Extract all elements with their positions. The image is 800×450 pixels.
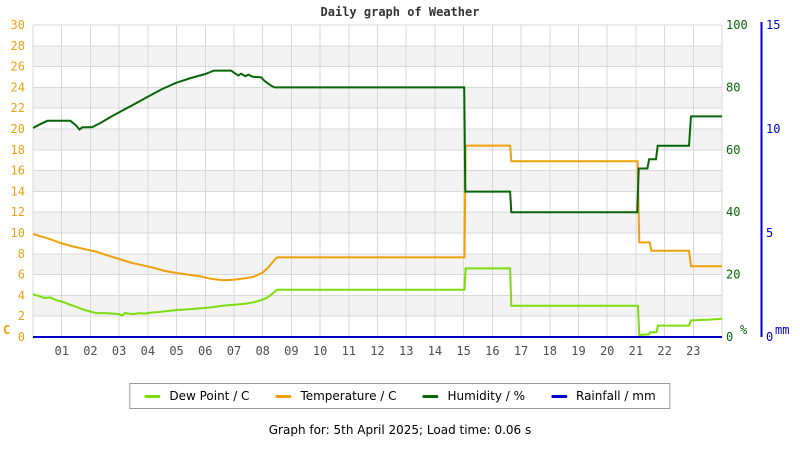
svg-text:4: 4 bbox=[18, 288, 25, 302]
svg-text:14: 14 bbox=[428, 344, 442, 358]
svg-text:11: 11 bbox=[342, 344, 356, 358]
legend-label: Humidity / % bbox=[447, 389, 525, 403]
svg-text:18: 18 bbox=[543, 344, 557, 358]
svg-text:6: 6 bbox=[18, 268, 25, 282]
svg-text:18: 18 bbox=[11, 143, 25, 157]
svg-text:07: 07 bbox=[227, 344, 241, 358]
svg-text:40: 40 bbox=[726, 205, 740, 219]
svg-text:8: 8 bbox=[18, 247, 25, 261]
right-axis-unit-label: % bbox=[740, 323, 748, 337]
svg-text:19: 19 bbox=[571, 344, 585, 358]
svg-text:20: 20 bbox=[11, 122, 25, 136]
svg-text:80: 80 bbox=[726, 80, 740, 94]
svg-text:22: 22 bbox=[11, 101, 25, 115]
legend-label: Dew Point / C bbox=[169, 389, 250, 403]
svg-text:12: 12 bbox=[11, 205, 25, 219]
legend-item-humidity: Humidity / % bbox=[422, 389, 525, 403]
svg-text:0: 0 bbox=[766, 330, 773, 344]
svg-text:26: 26 bbox=[11, 60, 25, 74]
chart-footer-caption: Graph for: 5th April 2025; Load time: 0.… bbox=[268, 423, 532, 437]
svg-text:24: 24 bbox=[11, 80, 25, 94]
svg-text:20: 20 bbox=[726, 268, 740, 282]
left-axis-unit-label: C bbox=[3, 323, 10, 337]
svg-text:100: 100 bbox=[726, 18, 748, 32]
rainfall-axis: 15 10 5 0 mm bbox=[760, 18, 789, 344]
svg-text:02: 02 bbox=[83, 344, 97, 358]
svg-text:15: 15 bbox=[766, 18, 780, 32]
svg-text:10: 10 bbox=[766, 122, 780, 136]
svg-text:22: 22 bbox=[657, 344, 671, 358]
svg-text:0: 0 bbox=[726, 330, 733, 344]
svg-text:12: 12 bbox=[370, 344, 384, 358]
svg-text:05: 05 bbox=[169, 344, 183, 358]
svg-text:13: 13 bbox=[399, 344, 413, 358]
svg-text:06: 06 bbox=[198, 344, 212, 358]
legend-label: Rainfall / mm bbox=[576, 389, 656, 403]
svg-text:20: 20 bbox=[600, 344, 614, 358]
weather-chart-canvas: 302826242220181614121086420C100806040200… bbox=[3, 18, 789, 358]
svg-text:30: 30 bbox=[11, 18, 25, 32]
legend-item-rainfall-mm: Rainfall / mm bbox=[551, 389, 656, 403]
legend-dash-humidity bbox=[422, 394, 439, 398]
svg-text:01: 01 bbox=[54, 344, 68, 358]
svg-text:09: 09 bbox=[284, 344, 298, 358]
legend-dash-rainfall-mm bbox=[551, 394, 567, 398]
x-axis-hour-labels: 01 02 03 04 05 06 07 08 09 10 11 12 13 14 15 16 17 18 19 20… bbox=[54, 344, 700, 358]
legend-dash-temperature-c bbox=[275, 394, 292, 398]
right-axis-humidity-labels: 100 80 60 40 20 0% bbox=[726, 18, 748, 344]
svg-text:14: 14 bbox=[11, 184, 25, 198]
rainfall-axis-unit-label: mm bbox=[775, 323, 789, 337]
legend-item-dew-point-c: Dew Point / C bbox=[144, 389, 249, 403]
chart-legend: Dew Point / C Temperature / C Humidity / %… bbox=[129, 383, 671, 409]
series-humidity bbox=[32, 69, 722, 214]
legend-label: Temperature / C bbox=[300, 389, 397, 403]
svg-text:10: 10 bbox=[313, 344, 327, 358]
chart-title: Daily graph of Weather bbox=[320, 5, 480, 19]
svg-text:2: 2 bbox=[18, 309, 25, 323]
svg-text:23: 23 bbox=[686, 344, 700, 358]
svg-text:10: 10 bbox=[11, 226, 25, 240]
svg-text:0: 0 bbox=[18, 330, 25, 344]
series-dew-point-c bbox=[32, 267, 723, 336]
legend-item-temperature-c: Temperature / C bbox=[275, 389, 397, 403]
legend-dash-dew-point-c bbox=[144, 394, 161, 398]
svg-text:16: 16 bbox=[485, 344, 499, 358]
svg-text:17: 17 bbox=[514, 344, 528, 358]
svg-text:16: 16 bbox=[11, 164, 25, 178]
svg-text:15: 15 bbox=[456, 344, 470, 358]
svg-text:28: 28 bbox=[11, 39, 25, 53]
svg-text:08: 08 bbox=[255, 344, 269, 358]
svg-text:5: 5 bbox=[766, 226, 773, 240]
svg-text:60: 60 bbox=[726, 143, 740, 157]
svg-text:03: 03 bbox=[112, 344, 126, 358]
svg-text:04: 04 bbox=[141, 344, 155, 358]
svg-text:21: 21 bbox=[629, 344, 643, 358]
